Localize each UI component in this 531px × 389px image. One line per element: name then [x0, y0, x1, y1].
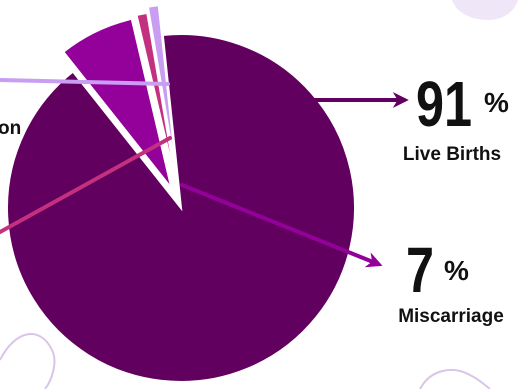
miscarriage-arrow [180, 183, 383, 268]
miscarriage-slice [61, 17, 173, 189]
pie-slices [6, 4, 356, 383]
unlabeled-slice [146, 4, 178, 179]
live-births-percent-sign: % [484, 87, 509, 118]
decorative-curve-bottom-left [0, 333, 56, 389]
live-births-label: Live Births [403, 144, 501, 165]
live-births-slice [6, 33, 356, 383]
decorative-curve-bottom-right [419, 368, 491, 389]
miscarriage-percent-sign: % [444, 255, 469, 286]
background-decoration [0, 0, 518, 389]
decorative-blob-top-right [452, 0, 518, 20]
partial-category-label: on [0, 118, 21, 139]
miscarriage-label: Miscarriage [398, 306, 504, 327]
pie-labels: 91 % Live Births 7 % Miscarriage on [0, 68, 509, 327]
leader-lines [0, 78, 409, 268]
lavender-leader-line [0, 78, 170, 86]
live-births-percent-value: 91 [416, 68, 472, 140]
pink-leader-line [0, 136, 172, 234]
miscarriage-percent-value: 7 [406, 234, 434, 306]
